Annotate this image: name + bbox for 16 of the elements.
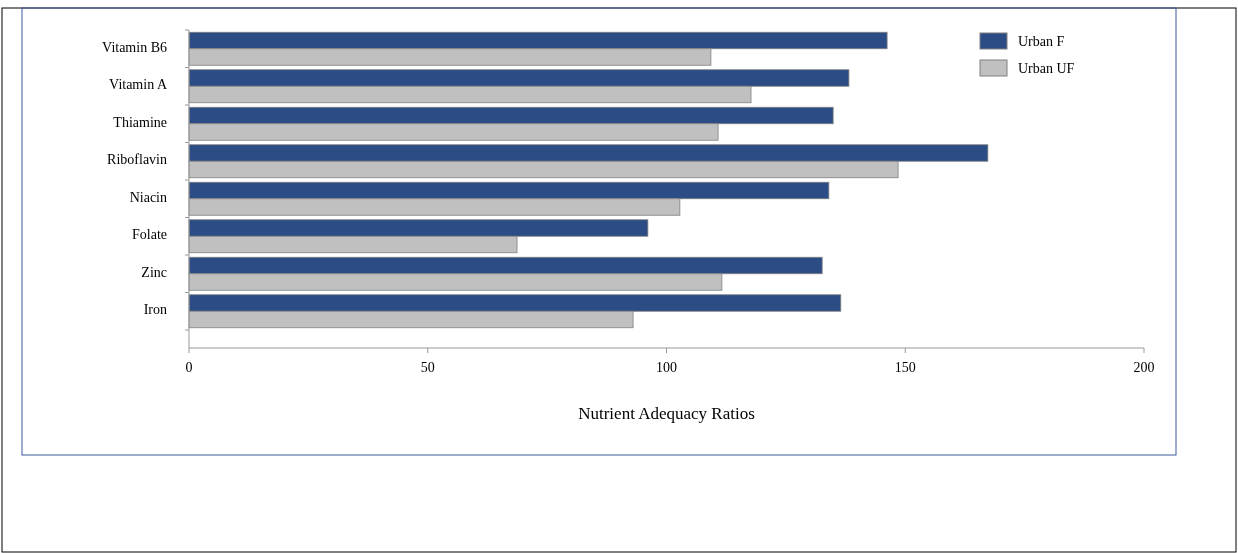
y-tick-label: Vitamin A bbox=[109, 77, 168, 93]
y-tick-label: Niacin bbox=[129, 189, 167, 205]
y-tick-label: Vitamin B6 bbox=[102, 39, 167, 55]
x-tick-label: 150 bbox=[894, 360, 916, 375]
x-tick-label: 100 bbox=[656, 360, 677, 375]
y-tick-label: Thiamine bbox=[113, 114, 167, 130]
x-tick-label: 200 bbox=[1133, 360, 1155, 375]
y-tick-label: Folate bbox=[132, 227, 167, 243]
y-tick-label: Iron bbox=[143, 302, 167, 318]
legend-label: Urban UF bbox=[1018, 61, 1075, 76]
y-tick-label: Zinc bbox=[141, 264, 167, 280]
x-tick-label: 0 bbox=[185, 360, 193, 375]
x-axis-title: Nutrient Adequacy Ratios bbox=[578, 404, 755, 423]
x-tick-label: 50 bbox=[420, 360, 435, 375]
legend-label: Urban F bbox=[1018, 34, 1065, 49]
y-tick-label: Riboflavin bbox=[107, 152, 167, 168]
